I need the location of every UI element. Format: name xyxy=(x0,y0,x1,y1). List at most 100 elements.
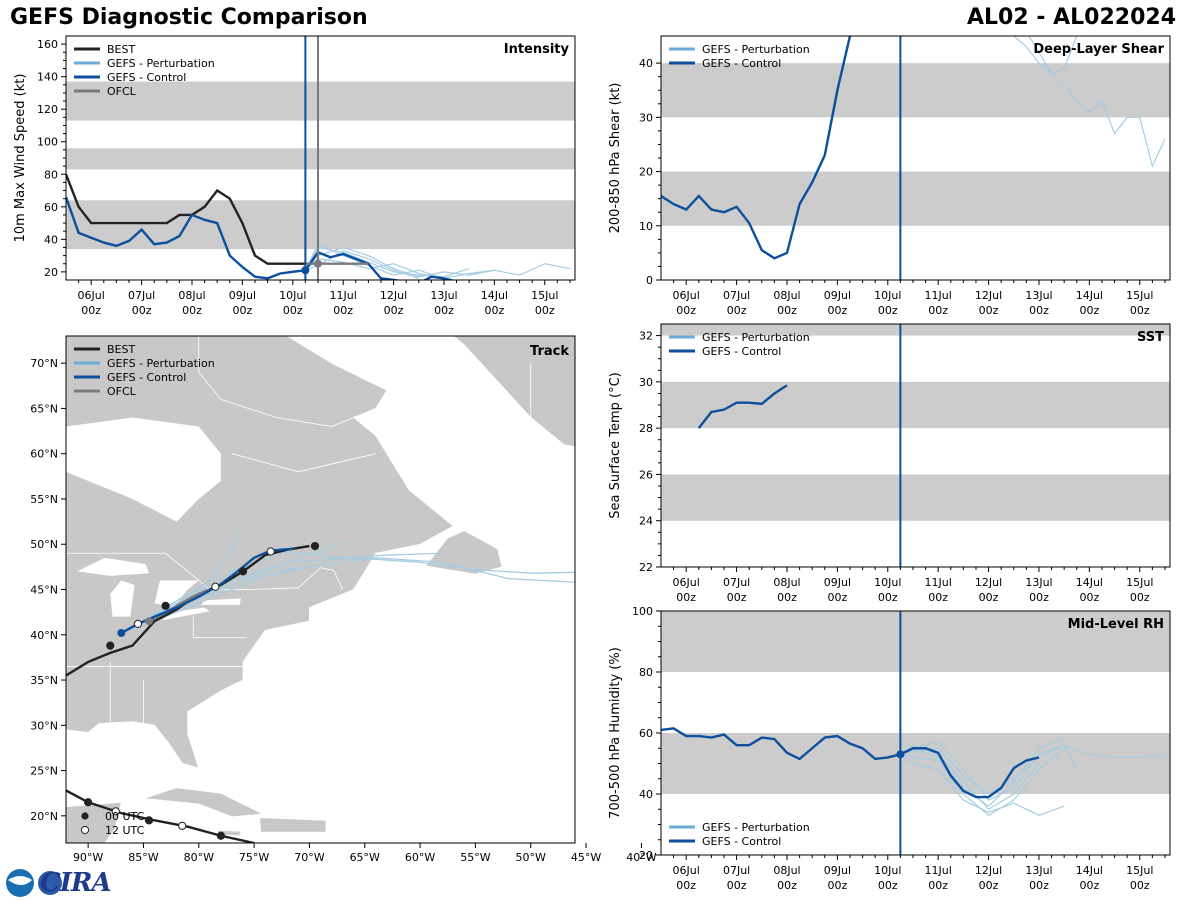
x-tick-label: 08Jul 00z xyxy=(773,864,800,892)
best-00utc-marker xyxy=(161,601,170,610)
x-tick-label-line: 00z xyxy=(676,304,696,317)
chart-title: Intensity xyxy=(504,42,570,57)
noaa-bird-icon xyxy=(8,876,32,885)
x-tick-label-line: 12Jul xyxy=(380,289,407,302)
x-tick-label-line: 11Jul xyxy=(330,289,357,302)
x-tick-label: 07Jul 00z xyxy=(723,289,750,317)
y-tick-label: 24 xyxy=(639,515,653,528)
threshold-band xyxy=(66,148,575,170)
x-tick-label-line: 13Jul xyxy=(1025,289,1052,302)
y-tick-label: 26 xyxy=(639,468,653,481)
x-tick-label-line: 00z xyxy=(878,304,898,317)
border-line xyxy=(192,616,247,638)
plot-area xyxy=(66,81,575,280)
threshold-band xyxy=(66,200,575,250)
best-12utc-marker xyxy=(133,619,143,629)
hudson-bay-water xyxy=(66,417,221,522)
gefs-control-line xyxy=(661,727,1040,799)
x-tick-label: 13Jul 00z xyxy=(1025,576,1052,604)
legend-label: GEFS - Perturbation xyxy=(702,821,810,834)
perturbation-line xyxy=(900,753,1065,817)
x-tick-label: 13Jul 00z xyxy=(1025,864,1052,892)
lon-tick-label: 45°W xyxy=(571,851,601,864)
legend-label: GEFS - Control xyxy=(702,835,781,848)
lat-tick-label: 70°N xyxy=(30,357,58,370)
gefs-control-line xyxy=(66,196,456,280)
x-tick-label-line: 00z xyxy=(81,304,101,317)
y-tick-label: 100 xyxy=(632,605,653,618)
x-tick-label-line: 12Jul xyxy=(975,864,1002,877)
x-tick-label: 09Jul 00z xyxy=(229,289,256,317)
x-tick-label-line: 00z xyxy=(777,304,797,317)
lat-tick-label: 35°N xyxy=(30,674,58,687)
lon-tick-label: 50°W xyxy=(516,851,546,864)
x-tick-label: 15Jul 00z xyxy=(1126,576,1153,604)
init-point-marker xyxy=(896,750,905,759)
x-tick-label: 09Jul 00z xyxy=(824,864,851,892)
x-tick-label-line: 10Jul xyxy=(874,289,901,302)
x-tick-label-line: 06Jul xyxy=(78,289,105,302)
x-tick-label-line: 00z xyxy=(1029,304,1049,317)
best-00utc-marker xyxy=(238,567,248,576)
y-tick-label: 32 xyxy=(639,330,653,343)
great-lake-water xyxy=(77,557,149,576)
lat-tick-label: 60°N xyxy=(30,448,58,461)
perturbation-line xyxy=(1028,36,1078,75)
legend-label: OFCL xyxy=(107,85,137,98)
x-tick-label: 12Jul 00z xyxy=(380,289,407,317)
x-tick-label-line: 08Jul xyxy=(178,289,205,302)
x-tick-label-line: 00z xyxy=(979,304,999,317)
x-tick-label-line: 00z xyxy=(232,304,252,317)
x-tick-label-line: 00z xyxy=(928,879,948,892)
y-tick-label: 60 xyxy=(639,727,653,740)
greenland-land xyxy=(452,336,575,448)
x-tick-label-line: 00z xyxy=(878,879,898,892)
x-tick-label-line: 00z xyxy=(1029,879,1049,892)
legend-label: BEST xyxy=(107,43,135,56)
great-lake-water xyxy=(162,607,210,621)
control-start-marker xyxy=(117,628,126,637)
x-tick-label: 13Jul 00z xyxy=(1025,289,1052,317)
legend-label: 00 UTC xyxy=(105,810,145,823)
x-tick-label: 09Jul 00z xyxy=(824,289,851,317)
hispaniola-land xyxy=(259,817,327,833)
great-lake-water xyxy=(110,580,135,617)
y-tick-label: 20 xyxy=(639,849,653,862)
x-tick-label-line: 06Jul xyxy=(673,864,700,877)
y-axis-label: 700-500 hPa Humidity (%) xyxy=(608,647,623,819)
logos xyxy=(6,869,62,897)
perturbation-track xyxy=(121,530,239,634)
legend-12utc-marker xyxy=(80,825,90,835)
legend-label: GEFS - Control xyxy=(107,71,186,84)
y-tick-label: 0 xyxy=(646,274,653,287)
great-lake-water xyxy=(200,598,241,605)
x-tick-label-line: 00z xyxy=(727,879,747,892)
chart-title: Track xyxy=(530,344,569,359)
x-tick-label: 08Jul 00z xyxy=(773,576,800,604)
x-tick-label: 15Jul 00z xyxy=(531,289,558,317)
x-tick-label-line: 00z xyxy=(1029,591,1049,604)
chart-title: SST xyxy=(1137,330,1164,345)
x-tick-label-line: 00z xyxy=(878,591,898,604)
x-tick-label-line: 00z xyxy=(535,304,555,317)
x-tick-label: 08Jul 00z xyxy=(178,289,205,317)
x-tick-label-line: 13Jul xyxy=(1025,576,1052,589)
y-tick-label: 80 xyxy=(44,168,58,181)
legend-label: OFCL xyxy=(107,385,137,398)
perturbation-line xyxy=(900,747,1065,817)
x-tick-label: 09Jul 00z xyxy=(824,576,851,604)
x-tick-label: 06Jul 00z xyxy=(673,289,700,317)
gefs-control-line xyxy=(661,36,852,260)
legend-label: GEFS - Perturbation xyxy=(107,57,215,70)
best-line xyxy=(66,173,306,265)
x-tick-label: 07Jul 00z xyxy=(723,576,750,604)
x-tick-label-line: 00z xyxy=(827,304,847,317)
lat-tick-label: 40°N xyxy=(30,629,58,642)
x-tick-label-line: 14Jul xyxy=(1076,289,1103,302)
legend-00utc-marker xyxy=(81,812,89,820)
best-00utc-marker xyxy=(84,798,93,807)
nasa-globe-icon xyxy=(38,871,62,895)
x-tick-label-line: 00z xyxy=(928,304,948,317)
